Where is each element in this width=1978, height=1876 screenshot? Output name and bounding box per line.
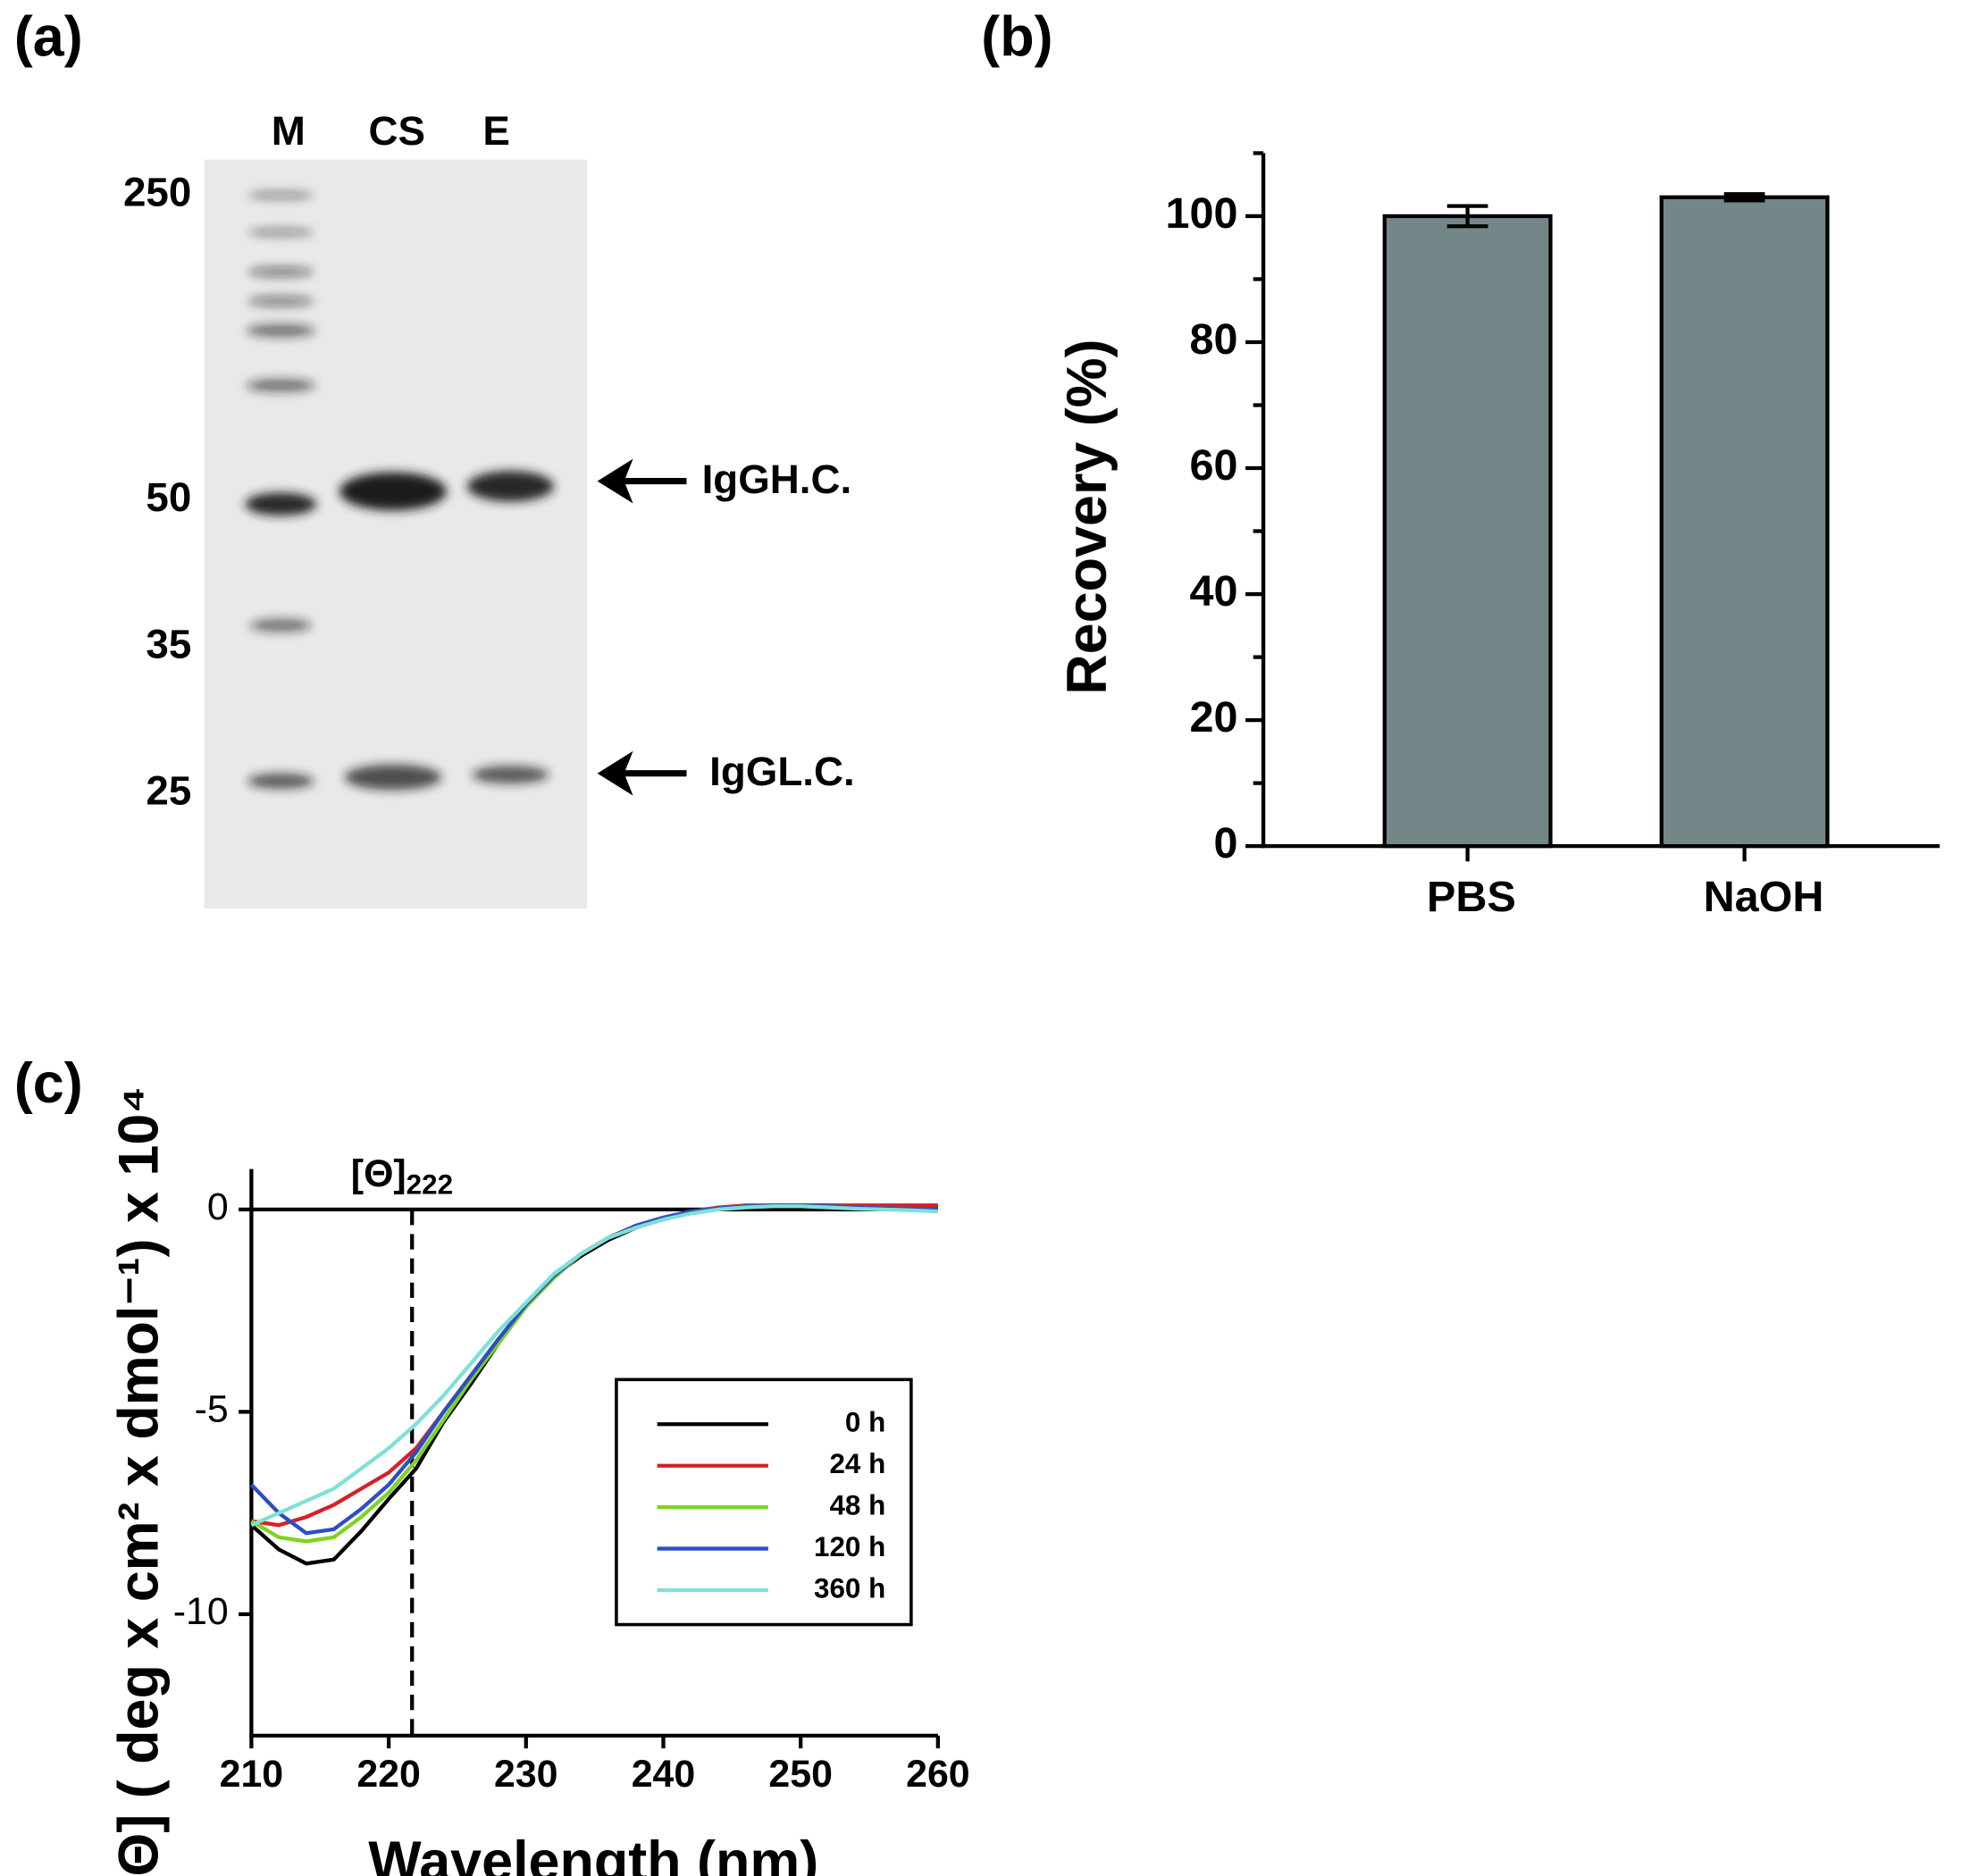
annotation-subscript: 222 [406,1169,453,1201]
bar [1659,195,1830,849]
x-tick-label: NaOH [1704,873,1824,921]
marker-label: 250 [123,170,191,215]
y-axis-label: Recovery (%) [1056,339,1119,694]
error-bar-line [1723,192,1765,203]
bar [1382,214,1553,849]
y-tick-label: 0 [1214,819,1238,867]
y-tick-label: -10 [173,1590,229,1633]
x-tick-label: 210 [220,1753,283,1796]
y-tick-label: 80 [1190,315,1238,364]
y-tick-label: -5 [195,1388,229,1431]
x-tick-label: 250 [768,1753,832,1796]
legend-label: 24 h [829,1448,885,1479]
legend-label: 120 h [814,1531,885,1562]
lane-label: CS [368,108,424,154]
x-tick-label: 230 [494,1753,557,1796]
x-tick-label: 260 [906,1753,969,1796]
lane-label: M [272,108,306,154]
panel-label: (c) [14,1052,83,1115]
legend-label: 0 h [845,1407,885,1438]
x-tick-label: PBS [1427,873,1516,921]
lane-label: E [482,108,509,154]
y-tick-label: 100 [1166,189,1238,238]
x-tick-label: 240 [632,1753,695,1796]
x-axis-label: Wavelength (nm) [368,1830,818,1876]
x-tick-label: 220 [356,1753,420,1796]
error-bar [1723,192,1765,203]
series-line [250,1204,938,1528]
y-tick-label: 20 [1190,693,1238,741]
y-tick-label: 40 [1190,567,1238,616]
error-bar [1446,204,1488,229]
panel-label: (b) [981,5,1052,68]
legend-label: 360 h [814,1572,885,1604]
marker-label: 35 [146,621,191,666]
legend-box [615,1378,913,1627]
band-annotation: IgGH.C. [702,456,852,502]
panel-label: (a) [14,5,83,68]
y-tick-label: 60 [1190,441,1238,490]
y-axis-label: [Θ] ( deg x cm² x dmol⁻¹) x 10⁴ [108,1086,171,1876]
band-annotation: IgGL.C. [709,749,854,794]
annotation: [Θ]222 [351,1152,453,1200]
legend-label: 48 h [829,1489,885,1520]
marker-label: 25 [146,768,191,814]
y-tick-label: 0 [207,1185,229,1228]
marker-label: 50 [146,474,191,520]
annotation-text: [Θ] [351,1152,406,1195]
arrows [597,458,687,796]
error-bar-line [1446,204,1488,229]
gel-bands [245,191,554,791]
